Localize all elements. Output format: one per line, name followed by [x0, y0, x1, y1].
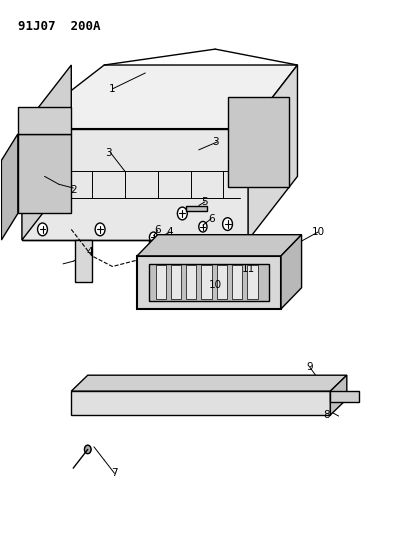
Text: 10: 10 [208, 280, 221, 290]
Ellipse shape [222, 217, 232, 230]
Polygon shape [71, 391, 330, 415]
Polygon shape [18, 134, 71, 214]
Text: 4: 4 [86, 247, 93, 257]
Polygon shape [155, 265, 166, 300]
Polygon shape [149, 240, 166, 282]
Ellipse shape [249, 128, 267, 155]
Ellipse shape [30, 152, 59, 195]
Ellipse shape [210, 394, 219, 404]
Polygon shape [247, 65, 297, 240]
Ellipse shape [209, 288, 216, 296]
Polygon shape [186, 206, 206, 211]
Ellipse shape [241, 118, 274, 166]
Text: 3: 3 [105, 148, 112, 158]
Text: 7: 7 [111, 469, 118, 478]
Polygon shape [330, 391, 358, 402]
Ellipse shape [272, 391, 281, 401]
Ellipse shape [84, 446, 90, 454]
Polygon shape [1, 134, 18, 240]
Polygon shape [216, 265, 226, 300]
Ellipse shape [210, 283, 220, 296]
Polygon shape [22, 65, 71, 240]
Ellipse shape [177, 207, 187, 220]
Ellipse shape [198, 221, 206, 232]
Polygon shape [71, 375, 346, 391]
Text: 6: 6 [207, 214, 214, 224]
Text: 4: 4 [166, 227, 173, 237]
Polygon shape [75, 240, 92, 282]
Text: 5: 5 [201, 197, 208, 207]
Polygon shape [22, 65, 297, 128]
Text: 1: 1 [109, 84, 116, 94]
Polygon shape [330, 375, 346, 415]
Polygon shape [171, 265, 181, 300]
Polygon shape [137, 256, 280, 309]
Polygon shape [227, 97, 289, 187]
Polygon shape [137, 235, 301, 256]
Text: 8: 8 [322, 410, 329, 420]
Ellipse shape [36, 162, 53, 185]
Polygon shape [186, 265, 196, 300]
Ellipse shape [288, 236, 298, 249]
Polygon shape [247, 265, 257, 300]
Polygon shape [231, 265, 242, 300]
Text: 10: 10 [311, 227, 324, 237]
Polygon shape [18, 108, 71, 134]
Ellipse shape [95, 223, 105, 236]
Text: 11: 11 [241, 264, 254, 274]
Text: 6: 6 [154, 225, 161, 236]
Polygon shape [22, 128, 247, 240]
Polygon shape [201, 265, 211, 300]
Polygon shape [149, 264, 268, 301]
Text: 9: 9 [306, 362, 312, 372]
Ellipse shape [140, 398, 150, 408]
Ellipse shape [38, 223, 47, 236]
Polygon shape [280, 235, 301, 309]
Ellipse shape [149, 232, 157, 243]
Text: 2: 2 [70, 184, 76, 195]
Text: 3: 3 [211, 137, 218, 147]
Ellipse shape [84, 445, 91, 454]
Text: 91J07  200A: 91J07 200A [18, 20, 100, 33]
